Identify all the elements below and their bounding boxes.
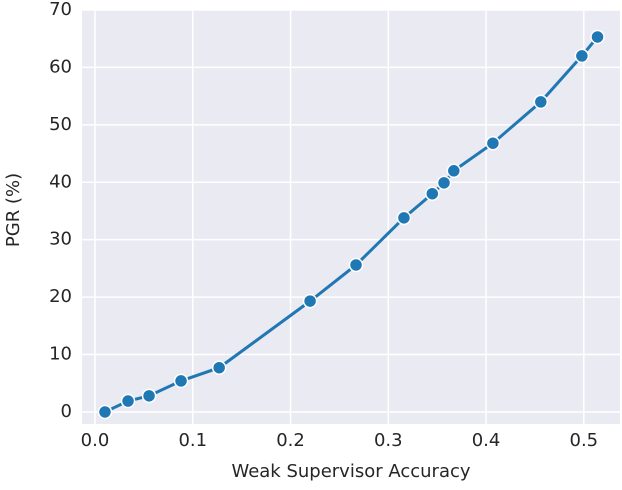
marker (485, 135, 501, 151)
y-tick-label: 30 (49, 229, 72, 250)
marker (446, 163, 462, 179)
y-tick-label: 40 (49, 171, 72, 192)
y-axis-label: PGR (%) (3, 173, 24, 247)
x-tick-label: 0.5 (570, 430, 599, 451)
marker (302, 293, 318, 309)
y-tick-label: 60 (49, 56, 72, 77)
x-tick-label: 0.3 (374, 430, 403, 451)
x-tick-label: 0.2 (276, 430, 305, 451)
marker (141, 388, 157, 404)
x-tick-label: 0.1 (178, 430, 207, 451)
x-tick-label: 0.0 (81, 430, 110, 451)
marker (425, 186, 440, 201)
marker (436, 175, 452, 191)
marker (173, 373, 189, 389)
marker (211, 360, 227, 375)
y-tick-label: 70 (49, 0, 72, 20)
y-tick-label: 20 (49, 286, 72, 307)
marker (533, 94, 549, 110)
y-tick-label: 10 (49, 344, 72, 365)
marker (120, 393, 136, 409)
marker (97, 404, 113, 420)
marker (396, 210, 412, 226)
marker (574, 48, 590, 64)
y-tick-label: 50 (49, 114, 72, 135)
marker (348, 257, 364, 273)
plot-area (82, 10, 620, 424)
x-tick-label: 0.4 (472, 430, 501, 451)
y-tick-label: 0 (61, 401, 72, 422)
marker (590, 29, 605, 45)
x-axis-label: Weak Supervisor Accuracy (231, 461, 470, 482)
